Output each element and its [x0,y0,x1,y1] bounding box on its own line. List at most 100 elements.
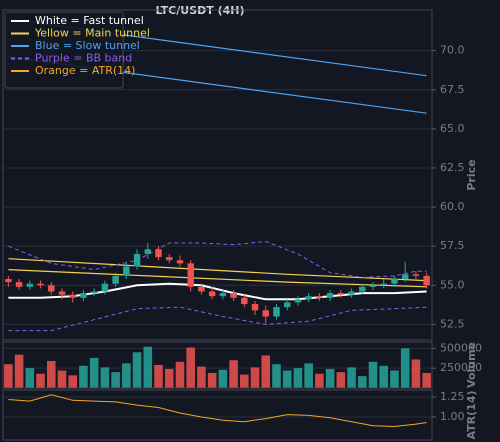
volume-bar [325,368,335,388]
y-tick-label: 55.0 [440,278,465,291]
volume-bar [293,368,303,388]
candle-body [359,286,366,292]
candle-body [144,249,152,254]
volume-bar [143,346,153,388]
legend-label: White = Fast tunnel [35,14,144,27]
volume-bar [229,360,238,388]
volume-bar [411,359,421,388]
volume-bar [390,370,399,388]
volume-bar [164,368,174,388]
candle-body [326,293,334,298]
candle-body [187,263,194,287]
candle-body [48,285,55,292]
volume-bar [25,368,35,388]
legend-label: Blue = Slow tunnel [35,39,140,52]
volume-bar [379,365,389,388]
panel-frame [2,389,433,441]
legend-label: Purple = BB band [35,52,132,65]
candle-body [305,296,312,300]
candle-body [380,283,387,286]
candle-body [5,279,12,283]
volume-bar [336,372,346,388]
volume-bar [368,361,378,388]
y-axis-label: Volume [465,342,478,388]
candle-body [166,257,173,261]
volume-bar [122,363,131,388]
candle-body [101,283,109,292]
indicator-line [8,269,427,288]
volume-bar [422,372,431,388]
y-tick-label: 62.5 [440,161,465,174]
y-tick-label: 1.00 [440,410,465,423]
volume-bar [400,348,410,388]
volume-bar [154,365,163,388]
candle-body [198,286,205,292]
candle-body [348,291,355,295]
candle-body [401,274,409,280]
candle-body [412,274,420,276]
candle-body [90,291,98,294]
volume-bar [100,367,110,388]
y-tick-label: 250000 [440,361,482,374]
candle-body [26,283,34,287]
legend-label: Orange = ATR(14) [35,64,135,77]
volume-bar [46,361,56,388]
volume-bar [304,363,313,388]
volume-bar [357,376,367,388]
volume-bar [14,354,24,388]
candle-body [69,294,76,298]
volume-bar [347,367,356,388]
candle-body [251,304,259,311]
candle-body [219,293,227,297]
candle-body [58,291,66,295]
volume-bar [111,372,120,388]
y-tick-label: 60.0 [440,200,465,213]
legend-label: Yellow = Main tunnel [34,27,150,40]
volume-bar [68,375,78,388]
candle-body [391,279,398,284]
indicator-line [8,394,427,428]
y-tick-label: 52.5 [440,317,465,330]
volume-bar [218,369,228,388]
candle-body [112,275,119,284]
volume-bar [186,347,195,388]
candle-body [176,260,184,264]
candle-body [423,275,430,286]
volume-bar [207,372,217,388]
indicator-line [8,282,427,301]
volume-bar [132,352,142,388]
volume-bar [79,365,88,388]
candle-body [37,283,44,286]
y-tick-label: 500000 [440,341,482,354]
volume-bar [272,364,281,388]
candle-body [369,285,377,287]
y-tick-label: 57.5 [440,239,465,252]
candle-body [273,307,280,317]
y-tick-label: 70.0 [440,44,465,57]
candle-body [316,296,323,298]
candle-body [337,293,345,295]
indicator-line [8,306,427,332]
volume-bar [261,355,271,388]
y-axis-label: ATR(14) [465,391,478,440]
y-tick-label: 65.0 [440,122,465,135]
candle-body [283,302,291,308]
candle-body [294,299,302,303]
y-tick-label: 1.25 [440,390,465,403]
legend-box [4,11,124,89]
candle-body [133,253,141,267]
plot-area [8,394,427,428]
candle-body [230,293,237,298]
candle-body [123,266,130,276]
volume-bar [315,373,324,388]
volume-bar [197,366,206,388]
candle-body [155,249,162,258]
indicator-line [8,258,427,282]
volume-bar [57,370,67,388]
candle-body [241,297,248,305]
volume-bar [36,373,45,388]
candle-body [15,282,23,287]
plot-area [4,346,431,388]
candle-body [80,293,87,298]
